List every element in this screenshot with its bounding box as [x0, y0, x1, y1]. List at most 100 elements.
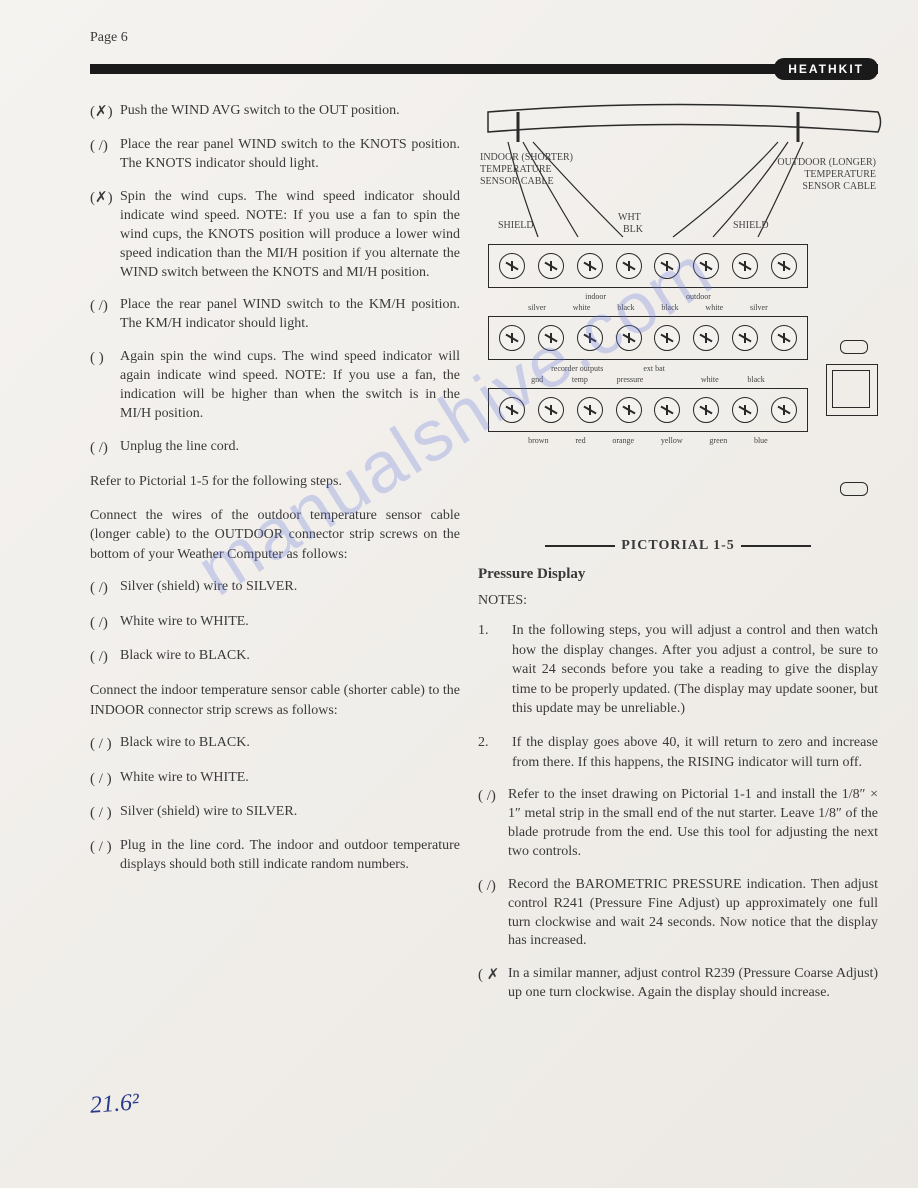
outdoor-cable-label: OUTDOOR (LONGER) TEMPERATURE SENSOR CABL… [777, 157, 876, 193]
wire-step: ( / ) Black wire to BLACK. [90, 734, 460, 754]
step-text: White wire to WHITE. [120, 613, 249, 633]
checkbox-mark: ( /) [90, 136, 120, 174]
step-text: Plug in the line cord. The indoor and ou… [120, 837, 460, 875]
screw-terminal [499, 325, 525, 351]
group-indoor: indoor [585, 292, 606, 301]
note-text: In the following steps, you will adjust … [512, 621, 878, 719]
screw-terminal [732, 397, 758, 423]
step-item: ( ) Again spin the wind cups. The wind s… [90, 348, 460, 424]
pressure-display-heading: Pressure Display [478, 566, 878, 583]
step-text: Place the rear panel WIND switch to the … [120, 136, 460, 174]
checkbox-mark: ( / ) [90, 734, 120, 754]
checkbox-mark: ( / ) [90, 837, 120, 875]
checkbox-mark: ( /) [90, 647, 120, 667]
checkbox-mark: ( /) [90, 296, 120, 334]
step-text: Again spin the wind cups. The wind speed… [120, 348, 460, 424]
screw-terminal [693, 397, 719, 423]
step-text: Silver (shield) wire to SILVER. [120, 578, 297, 598]
row3-labels: brown red orange yellow green blue [488, 436, 808, 445]
pictorial-caption: PICTORIAL 1-5 [478, 538, 878, 554]
checkbox-mark: ( / ) [90, 769, 120, 789]
terminal-strip-1 [488, 244, 808, 288]
wht-label: WHT [618, 212, 641, 224]
step-item: ( /) Place the rear panel WIND switch to… [90, 296, 460, 334]
checkbox-mark: ( /) [90, 613, 120, 633]
step-text: Place the rear panel WIND switch to the … [120, 296, 460, 334]
step-text: Refer to the inset drawing on Pictorial … [508, 786, 878, 862]
terminal-strip-2 [488, 316, 808, 360]
screw-terminal [616, 397, 642, 423]
checkbox-mark: ( /) [478, 876, 508, 952]
right-column: INDOOR (SHORTER) TEMPERATURE SENSOR CABL… [478, 102, 878, 1017]
screw-terminal [732, 325, 758, 351]
screw-terminal [538, 253, 564, 279]
step-text: Black wire to BLACK. [120, 734, 250, 754]
step-item: ( ✗ In a similar manner, adjust control … [478, 965, 878, 1003]
terminal-strip-3 [488, 388, 808, 432]
checkbox-mark: (✗) [90, 188, 120, 282]
blk-label: BLK [623, 224, 643, 236]
step-text: Record the BAROMETRIC PRESSURE indicatio… [508, 876, 878, 952]
screw-terminal [538, 325, 564, 351]
wiring-diagram: INDOOR (SHORTER) TEMPERATURE SENSOR CABL… [478, 102, 878, 532]
screw-terminal [771, 325, 797, 351]
outdoor-intro: Connect the wires of the outdoor tempera… [90, 506, 460, 565]
step-item: ( /) Unplug the line cord. [90, 438, 460, 458]
step-text: Push the WIND AVG switch to the OUT posi… [120, 102, 400, 122]
screw-terminal [538, 397, 564, 423]
shield-label-l: SHIELD [498, 220, 534, 232]
plug-step: ( / ) Plug in the line cord. The indoor … [90, 837, 460, 875]
checkbox-mark: ( / ) [90, 803, 120, 823]
note-item: 2. If the display goes above 40, it will… [478, 733, 878, 772]
wire-step: ( / ) White wire to WHITE. [90, 769, 460, 789]
screw-terminal [577, 325, 603, 351]
indoor-intro: Connect the indoor temperature sensor ca… [90, 681, 460, 720]
step-text: Unplug the line cord. [120, 438, 239, 458]
left-column: (✗) Push the WIND AVG switch to the OUT … [90, 102, 460, 1017]
manual-page: Page 6 HEATHKIT (✗) Push the WIND AVG sw… [0, 0, 918, 1188]
group-outdoor: outdoor [686, 292, 711, 301]
notes-heading: NOTES: [478, 593, 878, 609]
brand-badge: HEATHKIT [774, 58, 878, 80]
row2-header: recorder outputs ext bat [488, 364, 808, 373]
step-text: Black wire to BLACK. [120, 647, 250, 667]
handwritten-annotation: 21.6² [89, 1089, 140, 1119]
step-item: ( /) Place the rear panel WIND switch to… [90, 136, 460, 174]
step-item: ( /) Record the BAROMETRIC PRESSURE indi… [478, 876, 878, 952]
screw-terminal [654, 397, 680, 423]
checkbox-mark: (✗) [90, 102, 120, 122]
note-number: 1. [478, 621, 512, 719]
screw-terminal [732, 253, 758, 279]
indoor-cable-label: INDOOR (SHORTER) TEMPERATURE SENSOR CABL… [480, 152, 573, 188]
wire-step: ( /) White wire to WHITE. [90, 613, 460, 633]
step-item: (✗) Spin the wind cups. The wind speed i… [90, 188, 460, 282]
refer-paragraph: Refer to Pictorial 1-5 for the following… [90, 472, 460, 492]
page-number: Page 6 [90, 30, 878, 46]
screw-terminal [654, 325, 680, 351]
screw-terminal [616, 253, 642, 279]
screw-terminal [771, 397, 797, 423]
note-text: If the display goes above 40, it will re… [512, 733, 878, 772]
wire-step: ( /) Black wire to BLACK. [90, 647, 460, 667]
step-text: Spin the wind cups. The wind speed indic… [120, 188, 460, 282]
checkbox-mark: ( ✗ [478, 965, 508, 1003]
checkbox-mark: ( /) [478, 786, 508, 862]
note-item: 1. In the following steps, you will adju… [478, 621, 878, 719]
screw-terminal [771, 253, 797, 279]
screw-terminal [577, 253, 603, 279]
panel-hole-icon [840, 340, 868, 354]
step-text: White wire to WHITE. [120, 769, 249, 789]
wire-step: ( /) Silver (shield) wire to SILVER. [90, 578, 460, 598]
wire-step: ( / ) Silver (shield) wire to SILVER. [90, 803, 460, 823]
step-text: Silver (shield) wire to SILVER. [120, 803, 297, 823]
step-item: (✗) Push the WIND AVG switch to the OUT … [90, 102, 460, 122]
screw-terminal [693, 253, 719, 279]
step-text: In a similar manner, adjust control R239… [508, 965, 878, 1003]
checkbox-mark: ( /) [90, 578, 120, 598]
screw-terminal [654, 253, 680, 279]
checkbox-mark: ( /) [90, 438, 120, 458]
shield-label-r: SHIELD [733, 220, 769, 232]
panel-hole-icon [840, 482, 868, 496]
screw-terminal [693, 325, 719, 351]
checkbox-mark: ( ) [90, 348, 120, 424]
